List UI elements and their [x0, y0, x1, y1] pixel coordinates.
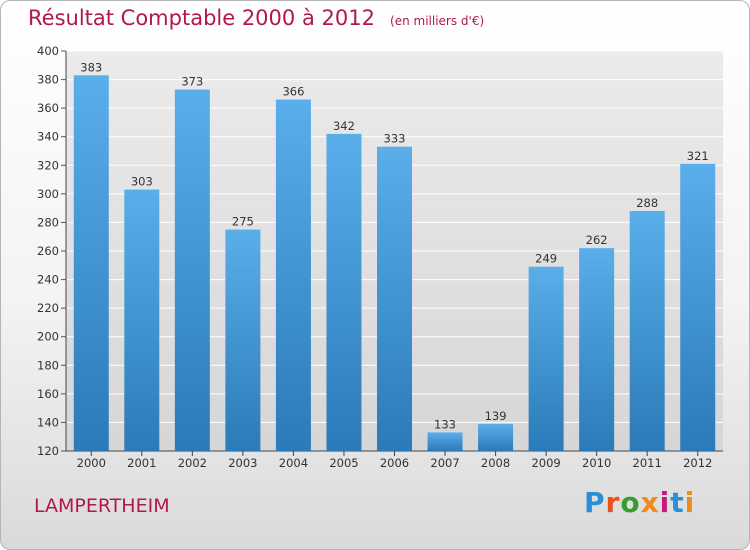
x-tick-label: 2005 [329, 456, 358, 470]
logo-letter: o [620, 486, 641, 519]
y-tick-label: 240 [37, 273, 59, 287]
logo-letter: i [684, 486, 696, 519]
bar [478, 423, 514, 451]
y-tick-label: 260 [37, 244, 59, 258]
x-tick-label: 2012 [683, 456, 712, 470]
y-tick-label: 400 [37, 44, 59, 58]
x-tick-label: 2008 [481, 456, 510, 470]
x-tick-label: 2007 [430, 456, 459, 470]
data-label: 333 [384, 132, 406, 146]
x-tick-label: 2010 [582, 456, 611, 470]
logo-letter: P [584, 486, 606, 519]
data-label: 262 [586, 233, 608, 247]
bar [377, 146, 412, 451]
data-label: 373 [181, 75, 203, 89]
y-tick-label: 320 [37, 158, 59, 172]
logo-letter: t [670, 486, 685, 519]
chart-title: Résultat Comptable 2000 à 2012 (en milli… [28, 6, 484, 30]
x-tick-label: 2011 [633, 456, 662, 470]
x-tick-label: 2003 [228, 456, 257, 470]
chart-unit-note: (en milliers d'€) [390, 14, 485, 28]
bar [326, 133, 362, 451]
data-label: 366 [282, 85, 304, 99]
data-label: 303 [131, 175, 153, 189]
bar [680, 163, 716, 451]
x-tick-label: 2006 [380, 456, 409, 470]
proxiti-logo: Proxiti [584, 486, 695, 519]
data-label: 288 [636, 196, 658, 210]
y-tick-label: 220 [37, 301, 59, 315]
data-label: 249 [535, 252, 557, 266]
bar [528, 266, 564, 451]
bar [174, 89, 210, 452]
data-label: 321 [687, 149, 709, 163]
x-tick-label: 2000 [77, 456, 106, 470]
logo-letter: i [659, 486, 671, 519]
data-label: 275 [232, 215, 254, 229]
y-tick-label: 200 [37, 330, 59, 344]
bar [427, 432, 463, 451]
y-tick-label: 300 [37, 187, 59, 201]
bar [124, 189, 160, 452]
y-tick-label: 280 [37, 215, 59, 229]
y-tick-label: 180 [37, 358, 59, 372]
x-tick-label: 2009 [531, 456, 560, 470]
y-tick-label: 340 [37, 130, 59, 144]
data-label: 139 [485, 409, 507, 423]
x-tick-label: 2001 [127, 456, 156, 470]
y-tick-label: 140 [37, 415, 59, 429]
data-label: 133 [434, 417, 456, 431]
data-label: 383 [80, 60, 102, 74]
bar [579, 248, 615, 451]
x-tick-label: 2004 [279, 456, 308, 470]
bar [73, 75, 109, 452]
bar [225, 229, 261, 451]
chart-title-text: Résultat Comptable 2000 à 2012 [28, 6, 375, 30]
bar [629, 211, 665, 451]
x-tick-label: 2002 [178, 456, 207, 470]
y-tick-label: 120 [37, 444, 59, 458]
y-tick-label: 380 [37, 73, 59, 87]
y-tick-label: 360 [37, 101, 59, 115]
logo-letter: r [605, 486, 621, 519]
data-label: 342 [333, 119, 355, 133]
logo-letter: x [640, 486, 660, 519]
bar [275, 99, 311, 452]
city-name: LAMPERTHEIM [34, 495, 170, 517]
y-tick-label: 160 [37, 387, 59, 401]
